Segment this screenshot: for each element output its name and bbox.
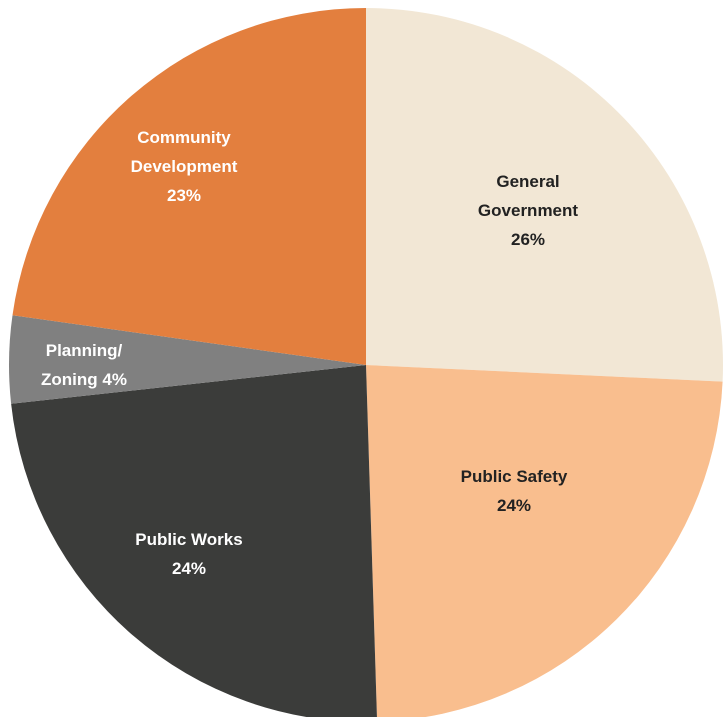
pie-slice-label-3: Planning/Zoning 4% (41, 341, 127, 389)
pie-slice-label-line: Zoning 4% (41, 370, 127, 389)
pie-slice-1 (366, 365, 723, 717)
pie-slice-label-line: General (496, 172, 559, 191)
pie-slice-label-line: Government (478, 201, 578, 220)
pie-slice-label-line: 24% (172, 559, 206, 578)
pie-slice-label-line: Public Safety (461, 467, 568, 486)
pie-slice-label-line: Community (137, 128, 231, 147)
pie-slice-2 (11, 365, 377, 717)
pie-slices (8, 8, 723, 717)
pie-slice-label-0: General Government 26% (478, 172, 578, 249)
pie-slice-label-line: Public Works (135, 530, 242, 549)
pie-slice-label-line: 23% (167, 186, 201, 205)
pie-slice-4 (12, 8, 367, 365)
pie-labels: General Government 26%Public Safety 24%Publ… (41, 128, 578, 578)
pie-slice-0 (366, 8, 723, 382)
pie-slice-label-line: Planning/ (46, 341, 123, 360)
pie-slice-label-1: Public Safety 24% (461, 467, 568, 515)
pie-slice-label-line: 26% (511, 230, 545, 249)
pie-slice-3 (8, 315, 366, 404)
pie-slice-label-line: 24% (497, 496, 531, 515)
pie-slice-label-4: Community Development 23% (131, 128, 238, 205)
pie-slice-label-2: Public Works 24% (135, 530, 242, 578)
pie-slice-label-line: Development (131, 157, 238, 176)
